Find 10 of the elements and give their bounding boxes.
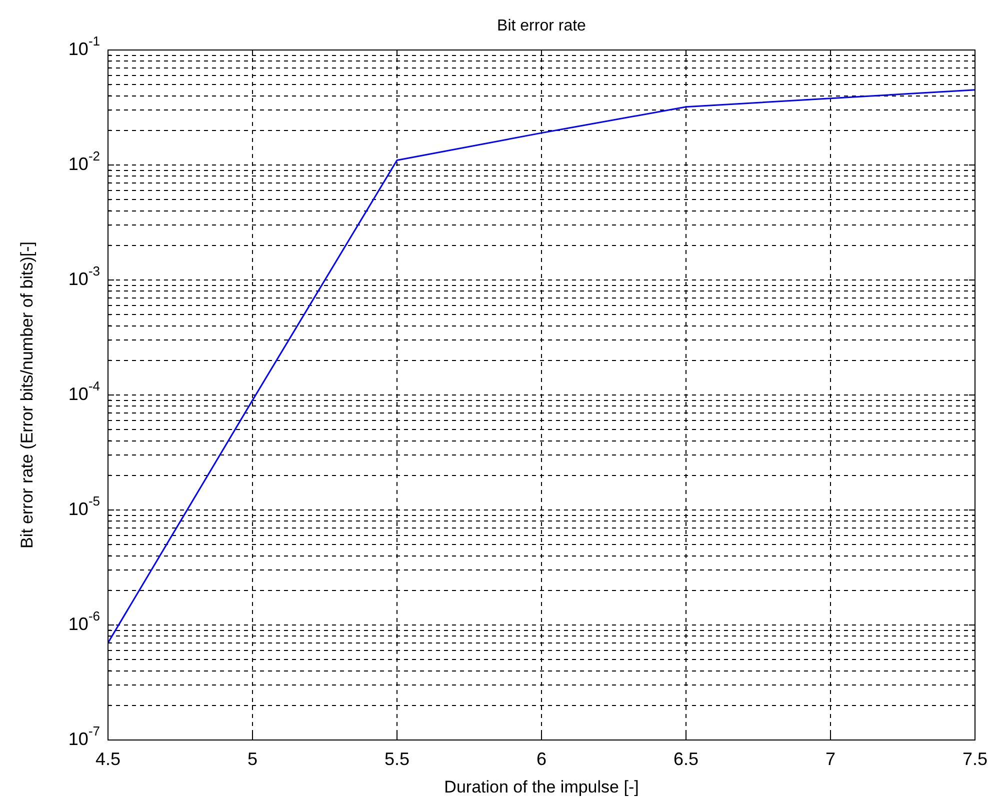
x-tick-label: 7.5 [962, 748, 988, 769]
x-tick-label: 6.5 [673, 748, 699, 769]
x-tick-label: 7 [825, 748, 836, 769]
x-tick-label: 4.5 [95, 748, 121, 769]
x-tick-label: 6 [536, 748, 547, 769]
x-tick-label: 5.5 [384, 748, 410, 769]
chart-title: Bit error rate [497, 17, 586, 34]
x-tick-label: 5 [247, 748, 258, 769]
x-axis-title: Duration of the impulse [-] [444, 778, 639, 797]
y-axis-title: Bit error rate (Error bits/number of bits)[-] [18, 241, 37, 549]
